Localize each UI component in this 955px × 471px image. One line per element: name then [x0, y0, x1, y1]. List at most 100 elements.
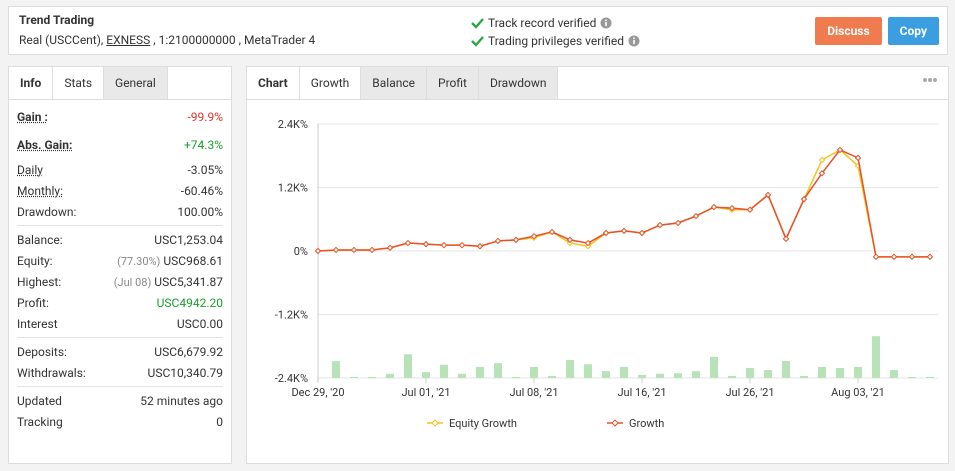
stat-row: Withdrawals: USC10,340.79 — [17, 362, 223, 383]
volume-bar — [530, 366, 538, 378]
tab[interactable]: Drawdown — [478, 67, 559, 99]
volume-bar — [746, 367, 754, 378]
stat-value: USC10,340.79 — [147, 365, 223, 380]
info-icon[interactable] — [628, 35, 640, 47]
info-icon[interactable] — [600, 17, 612, 29]
stat-value: 0 — [216, 414, 223, 429]
x-tick-label: Jul 08, '21 — [509, 386, 558, 399]
point — [548, 228, 556, 236]
point — [332, 246, 340, 254]
volume-bar — [674, 373, 682, 378]
volume-bar — [512, 376, 520, 378]
y-tick-label: 0% — [294, 245, 308, 258]
button[interactable]: Discuss — [815, 17, 882, 45]
tab[interactable]: Growth — [299, 67, 362, 99]
x-tick-label: Jul 26, '21 — [725, 386, 774, 399]
point — [440, 241, 448, 249]
stat-value-wrap: USC4942.20 — [157, 296, 223, 310]
y-tick-label: -1.2K% — [275, 309, 308, 322]
stat-value: -3.05% — [187, 162, 223, 177]
x-tick-label: Dec 29, '20 — [291, 386, 344, 399]
button[interactable]: Copy — [887, 17, 939, 45]
stat-row: Abs. Gain: +74.3% — [17, 131, 223, 159]
stats-group: Deposits: USC6,679.92 Withdrawals: USC10,34… — [17, 338, 223, 387]
chart-tabs: Chart Growth Balance Profit Drawdown — [247, 67, 948, 100]
account-text: Real (USCCent), — [19, 33, 104, 47]
stat-value-wrap: (77.30%) USC968.61 — [117, 254, 223, 268]
tab[interactable]: Profit — [427, 67, 479, 99]
stat-row: Daily -3.05% — [17, 159, 223, 180]
point — [404, 239, 412, 247]
stats-group: Balance: USC1,253.04 Equity: (77.30%) USC968… — [17, 226, 223, 338]
point — [350, 246, 358, 254]
stat-label: Monthly: — [17, 183, 63, 198]
stats-panel: Info Stats General Gain : -99.9% Abs. Gain: +… — [8, 66, 232, 464]
stat-row: Updated 52 minutes ago — [17, 390, 223, 411]
legend-label: Equity Growth — [449, 417, 517, 430]
stat-value: USC0.00 — [176, 316, 223, 331]
stat-row: Highest: (Jul 08) USC5,341.87 — [17, 271, 223, 292]
stat-value-wrap: 0 — [216, 415, 223, 429]
stat-value-wrap: -60.46% — [181, 184, 223, 198]
point — [584, 239, 592, 247]
stat-value-wrap: USC1,253.04 — [154, 233, 223, 247]
point — [818, 156, 826, 164]
point — [530, 232, 538, 240]
broker-link[interactable]: EXNESS — [106, 33, 151, 47]
volume-bar — [584, 364, 592, 378]
volume-bar — [494, 363, 502, 378]
growth-chart: 2.4K% 1.2K% 0% -1.2K% -2.4K%Dec 29, '20 Jul 0… — [275, 118, 938, 430]
legend-label: Growth — [629, 417, 664, 430]
volume-bar — [476, 366, 484, 378]
point — [926, 253, 934, 261]
point — [800, 195, 808, 203]
point — [890, 253, 898, 261]
account-title: Trend Trading — [19, 13, 95, 27]
point — [836, 146, 844, 154]
stat-label: Highest: — [17, 274, 62, 289]
volume-bar — [386, 373, 394, 378]
tab[interactable]: General — [104, 67, 168, 99]
stat-row: Drawdown: 100.00% — [17, 201, 223, 222]
volume-bar — [440, 364, 448, 378]
tab[interactable]: Chart — [247, 67, 300, 99]
point — [494, 237, 502, 245]
point — [746, 206, 754, 213]
tab[interactable]: Stats — [53, 67, 105, 99]
point — [638, 229, 646, 237]
volume-bar — [854, 366, 862, 378]
stats-group: Updated 52 minutes ago Tracking 0 — [17, 387, 223, 435]
y-tick-label: 2.4K% — [278, 118, 308, 131]
stat-row: Tracking 0 — [17, 411, 223, 432]
volume-bar — [404, 354, 412, 378]
volume-bar — [350, 376, 358, 378]
volume-bar — [458, 373, 466, 378]
volume-bar — [566, 360, 574, 378]
stat-row: Balance: USC1,253.04 — [17, 229, 223, 250]
stat-row: Profit: USC4942.20 — [17, 292, 223, 313]
check-icon — [471, 36, 484, 47]
stat-value: +74.3% — [184, 138, 223, 152]
point — [818, 170, 826, 177]
tab[interactable]: Info — [9, 67, 54, 99]
stat-value-wrap: USC10,340.79 — [148, 366, 223, 380]
y-tick-label: 1.2K% — [278, 182, 308, 195]
stat-row: Monthly: -60.46% — [17, 180, 223, 201]
stat-note: (77.30%) — [117, 254, 161, 268]
stat-label: Balance: — [17, 232, 63, 247]
buttons: Discuss Copy — [815, 17, 939, 45]
verification-text: Trading privileges verified — [488, 34, 624, 48]
stat-label: Updated — [17, 393, 62, 408]
stat-value-wrap: -3.05% — [187, 163, 223, 177]
more-menu[interactable] — [922, 77, 938, 83]
stat-value-wrap: (Jul 08) USC5,341.87 — [114, 275, 223, 289]
stat-value-wrap: -99.9% — [187, 110, 223, 124]
volume-bar — [818, 366, 826, 378]
tab[interactable]: Balance — [361, 67, 428, 99]
stat-label: Withdrawals: — [17, 365, 86, 380]
point — [710, 203, 718, 211]
stat-row: Gain : -99.9% — [17, 103, 223, 131]
stat-label: Daily — [17, 162, 43, 177]
volume-bar — [548, 375, 556, 378]
